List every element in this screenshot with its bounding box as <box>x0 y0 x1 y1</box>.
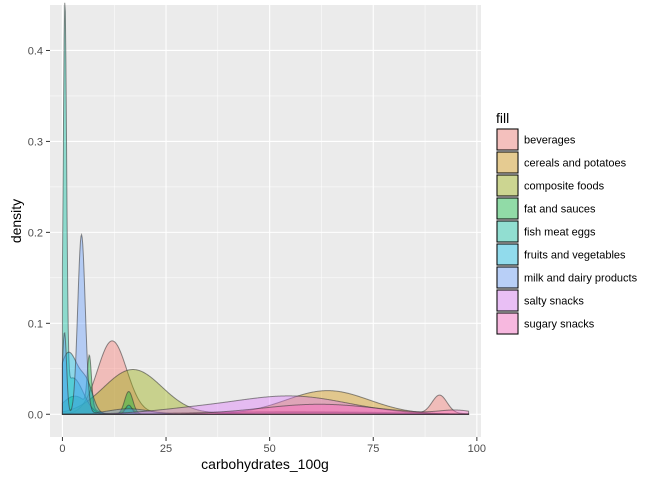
legend-label: cereals and potatoes <box>524 158 627 170</box>
legend-swatch-sugary-snacks <box>496 312 519 335</box>
legend: fill beverages cereals and potatoes compos… <box>496 110 638 335</box>
plot-background <box>50 5 481 437</box>
legend-label: composite foods <box>524 181 605 193</box>
y-axis-title: density <box>8 199 24 243</box>
y-axis-ticks: 0.0 0.1 0.2 0.3 0.4 <box>28 45 50 421</box>
density-area-beverages <box>61 340 470 415</box>
legend-label: fat and sauces <box>524 204 596 216</box>
x-tick-label: 25 <box>160 443 172 455</box>
legend-key-background <box>496 174 519 197</box>
legend-key-background <box>496 243 519 266</box>
y-tick-label: 0.0 <box>28 409 43 421</box>
legend-swatch-cereals-and-potatoes <box>496 151 519 174</box>
legend-key-background <box>496 312 519 335</box>
legend-label: sugary snacks <box>524 319 595 331</box>
y-tick-label: 0.3 <box>28 136 43 148</box>
legend-key-background <box>496 266 519 289</box>
density-area-cereals-and-potatoes <box>62 390 470 415</box>
legend-key-background <box>496 197 519 220</box>
grid-minor <box>50 5 481 437</box>
x-tick-label: 50 <box>264 443 276 455</box>
x-axis-title: carbohydrates_100g <box>201 456 329 472</box>
y-tick-label: 0.2 <box>28 227 43 239</box>
legend-label: milk and dairy products <box>524 273 638 285</box>
legend-swatch-fruits-and-vegetables <box>496 243 519 266</box>
y-tick-label: 0.4 <box>28 45 43 57</box>
density-areas <box>61 2 470 415</box>
legend-swatch-fish-meat-eggs <box>496 220 519 243</box>
y-tick-label: 0.1 <box>28 318 43 330</box>
legend-label: fruits and vegetables <box>524 250 626 262</box>
density-area-composite-foods <box>61 369 470 415</box>
density-area-salty-snacks <box>61 395 470 415</box>
legend-key-background <box>496 151 519 174</box>
legend-key-background <box>496 128 519 151</box>
legend-items: beverages cereals and potatoes composite f… <box>496 128 638 335</box>
legend-swatch-salty-snacks <box>496 289 519 312</box>
legend-label: fish meat eggs <box>524 227 596 239</box>
density-area-sugary-snacks <box>62 403 470 415</box>
legend-label: salty snacks <box>524 296 584 308</box>
legend-swatch-beverages <box>496 128 519 151</box>
legend-title: fill <box>496 110 509 126</box>
legend-key-background <box>496 289 519 312</box>
legend-swatch-composite-foods <box>496 174 519 197</box>
legend-key-background <box>496 220 519 243</box>
legend-label: beverages <box>524 135 576 147</box>
x-tick-label: 100 <box>468 443 486 455</box>
legend-swatch-fat-and-sauces <box>496 197 519 220</box>
x-tick-label: 0 <box>59 443 65 455</box>
x-axis-ticks: 0 25 50 75 100 <box>59 437 486 455</box>
x-tick-label: 75 <box>367 443 379 455</box>
legend-swatch-milk-and-dairy-products <box>496 266 519 289</box>
